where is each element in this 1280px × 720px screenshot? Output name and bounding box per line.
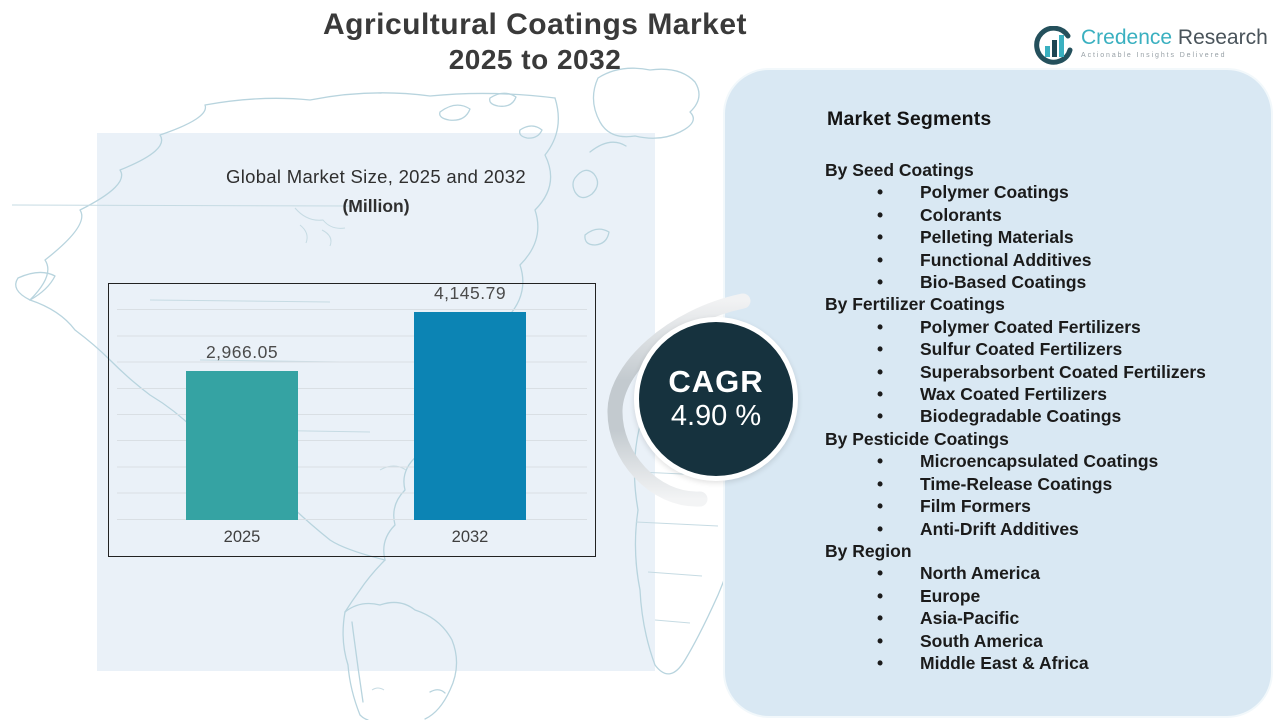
segment-item-label: Asia-Pacific bbox=[920, 608, 1020, 629]
page-title-line1: Agricultural Coatings Market bbox=[322, 8, 748, 41]
segment-item-label: Bio-Based Coatings bbox=[920, 272, 1087, 293]
chart-title: Global Market Size, 2025 and 2032 (Milli… bbox=[97, 166, 655, 217]
bullet-icon: • bbox=[877, 496, 884, 517]
segment-item: • South America bbox=[725, 630, 1257, 652]
bar-category-label: 2032 bbox=[451, 528, 489, 546]
bullet-icon: • bbox=[877, 272, 884, 293]
bullet-icon: • bbox=[877, 316, 884, 337]
bullet-icon: • bbox=[877, 227, 884, 248]
segment-item-label: Europe bbox=[920, 585, 981, 606]
segment-item-label: Time-Release Coatings bbox=[920, 473, 1113, 494]
bullet-icon: • bbox=[877, 585, 884, 606]
segment-item-label: Colorants bbox=[920, 204, 1002, 225]
bar-category-label: 2025 bbox=[223, 528, 261, 546]
segment-item: • Wax Coated Fertilizers bbox=[725, 383, 1257, 405]
cagr-value: 4.90 % bbox=[670, 400, 762, 432]
segment-group-label: By Pesticide Coatings bbox=[825, 428, 1009, 449]
segment-item: • Polymer Coated Fertilizers bbox=[725, 316, 1257, 338]
segment-item-label: Middle East & Africa bbox=[920, 652, 1089, 673]
bar-chart: 2,966.05 2025 4,145.79 2032 bbox=[108, 283, 596, 557]
segment-group-label: By Region bbox=[825, 540, 912, 561]
logo-tagline: Actionable Insights Delivered bbox=[1081, 52, 1227, 59]
segment-item: • Time-Release Coatings bbox=[725, 473, 1257, 495]
segment-group-label: By Seed Coatings bbox=[825, 160, 974, 180]
segment-item: • Film Formers bbox=[725, 495, 1257, 517]
bullet-icon: • bbox=[877, 652, 884, 673]
segment-group-label: By Fertilizer Coatings bbox=[825, 294, 1005, 315]
bar-chart-plot-area: 2,966.05 2025 4,145.79 2032 bbox=[117, 283, 587, 546]
bullet-icon: • bbox=[877, 630, 884, 651]
segment-item-label: Pelleting Materials bbox=[920, 227, 1074, 248]
cagr-label: CAGR bbox=[668, 364, 764, 399]
segments-heading: Market Segments bbox=[827, 108, 992, 130]
segment-item: • Bio-Based Coatings bbox=[725, 271, 1257, 293]
segment-item: • Asia-Pacific bbox=[725, 607, 1257, 629]
segment-item: • Functional Additives bbox=[725, 249, 1257, 271]
bullet-icon: • bbox=[877, 361, 884, 382]
segment-item-label: Biodegradable Coatings bbox=[920, 406, 1122, 427]
segment-item-label: North America bbox=[920, 563, 1040, 584]
segment-item-label: Microencapsulated Coatings bbox=[920, 451, 1159, 472]
segment-item-label: Anti-Drift Additives bbox=[920, 518, 1079, 539]
bar-2025 bbox=[186, 371, 298, 520]
segment-item: • Polymer Coatings bbox=[725, 181, 1257, 203]
bar-value-label: 4,145.79 bbox=[433, 283, 507, 303]
segments-list: By Seed Coatings • Polymer Coatings • Colora… bbox=[725, 159, 1257, 674]
chart-title-line2: (Million) bbox=[342, 196, 410, 216]
page-title: Agricultural Coatings Market 2025 to 203… bbox=[160, 6, 910, 76]
segment-item: • Europe bbox=[725, 585, 1257, 607]
bullet-icon: • bbox=[877, 249, 884, 270]
segment-item: • Superabsorbent Coated Fertilizers bbox=[725, 361, 1257, 383]
segment-item-label: Wax Coated Fertilizers bbox=[920, 384, 1108, 405]
bullet-icon: • bbox=[877, 204, 884, 225]
logo-name: Credence Research bbox=[1081, 26, 1268, 49]
segment-item: • Anti-Drift Additives bbox=[725, 518, 1257, 540]
bar-value-label: 2,966.05 bbox=[205, 342, 279, 362]
bullet-icon: • bbox=[877, 518, 884, 539]
segment-item: • Colorants bbox=[725, 204, 1257, 226]
bullet-icon: • bbox=[877, 384, 884, 405]
chart-title-line1: Global Market Size, 2025 and 2032 bbox=[226, 166, 526, 187]
bullet-icon: • bbox=[877, 339, 884, 360]
bullet-icon: • bbox=[877, 608, 884, 629]
bullet-icon: • bbox=[877, 473, 884, 494]
page-title-line2: 2025 to 2032 bbox=[448, 44, 622, 75]
segment-item-label: South America bbox=[920, 630, 1043, 651]
logo-bar-chart-icon bbox=[1034, 25, 1074, 71]
bullet-icon: • bbox=[877, 563, 884, 584]
segment-item: • Sulfur Coated Fertilizers bbox=[725, 338, 1257, 360]
brand-logo: Credence Research Actionable Insights De… bbox=[1034, 25, 1268, 71]
segment-item-label: Polymer Coated Fertilizers bbox=[920, 316, 1141, 337]
cagr-badge: CAGR 4.90 % bbox=[634, 317, 798, 481]
segment-item: • Microencapsulated Coatings bbox=[725, 450, 1257, 472]
segment-item: • Biodegradable Coatings bbox=[725, 405, 1257, 427]
segment-item-label: Superabsorbent Coated Fertilizers bbox=[920, 361, 1206, 382]
segment-item-label: Sulfur Coated Fertilizers bbox=[920, 339, 1123, 360]
bullet-icon: • bbox=[877, 451, 884, 472]
segment-item-label: Film Formers bbox=[920, 496, 1031, 517]
segment-item-label: Functional Additives bbox=[920, 249, 1092, 270]
segment-item: • North America bbox=[725, 562, 1257, 584]
segment-item: • Pelleting Materials bbox=[725, 226, 1257, 248]
bar-2032 bbox=[414, 312, 526, 520]
bullet-icon: • bbox=[877, 406, 884, 427]
market-segments-panel: Market Segments By Seed Coatings • Polymer… bbox=[723, 68, 1273, 718]
bullet-icon: • bbox=[877, 182, 884, 203]
segment-item: • Middle East & Africa bbox=[725, 652, 1257, 674]
segment-item-label: Polymer Coatings bbox=[920, 182, 1069, 203]
